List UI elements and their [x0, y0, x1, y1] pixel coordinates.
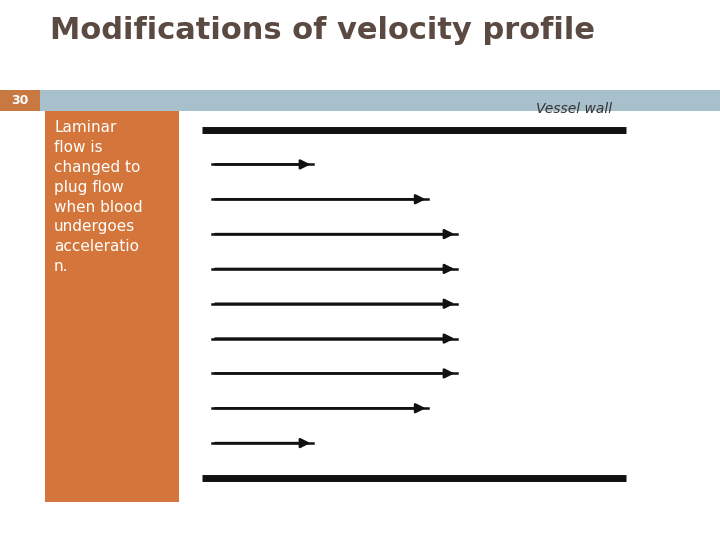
Bar — [0, 90, 40, 111]
Bar — [0, 90, 720, 111]
Text: Modifications of velocity profile: Modifications of velocity profile — [50, 16, 595, 45]
Text: 30: 30 — [11, 94, 28, 107]
Text: Laminar
flow is
changed to
plug flow
when blood
undergoes
acceleratio
n.: Laminar flow is changed to plug flow whe… — [54, 120, 143, 274]
Text: Vessel wall: Vessel wall — [536, 102, 612, 116]
Bar — [45, 111, 179, 502]
